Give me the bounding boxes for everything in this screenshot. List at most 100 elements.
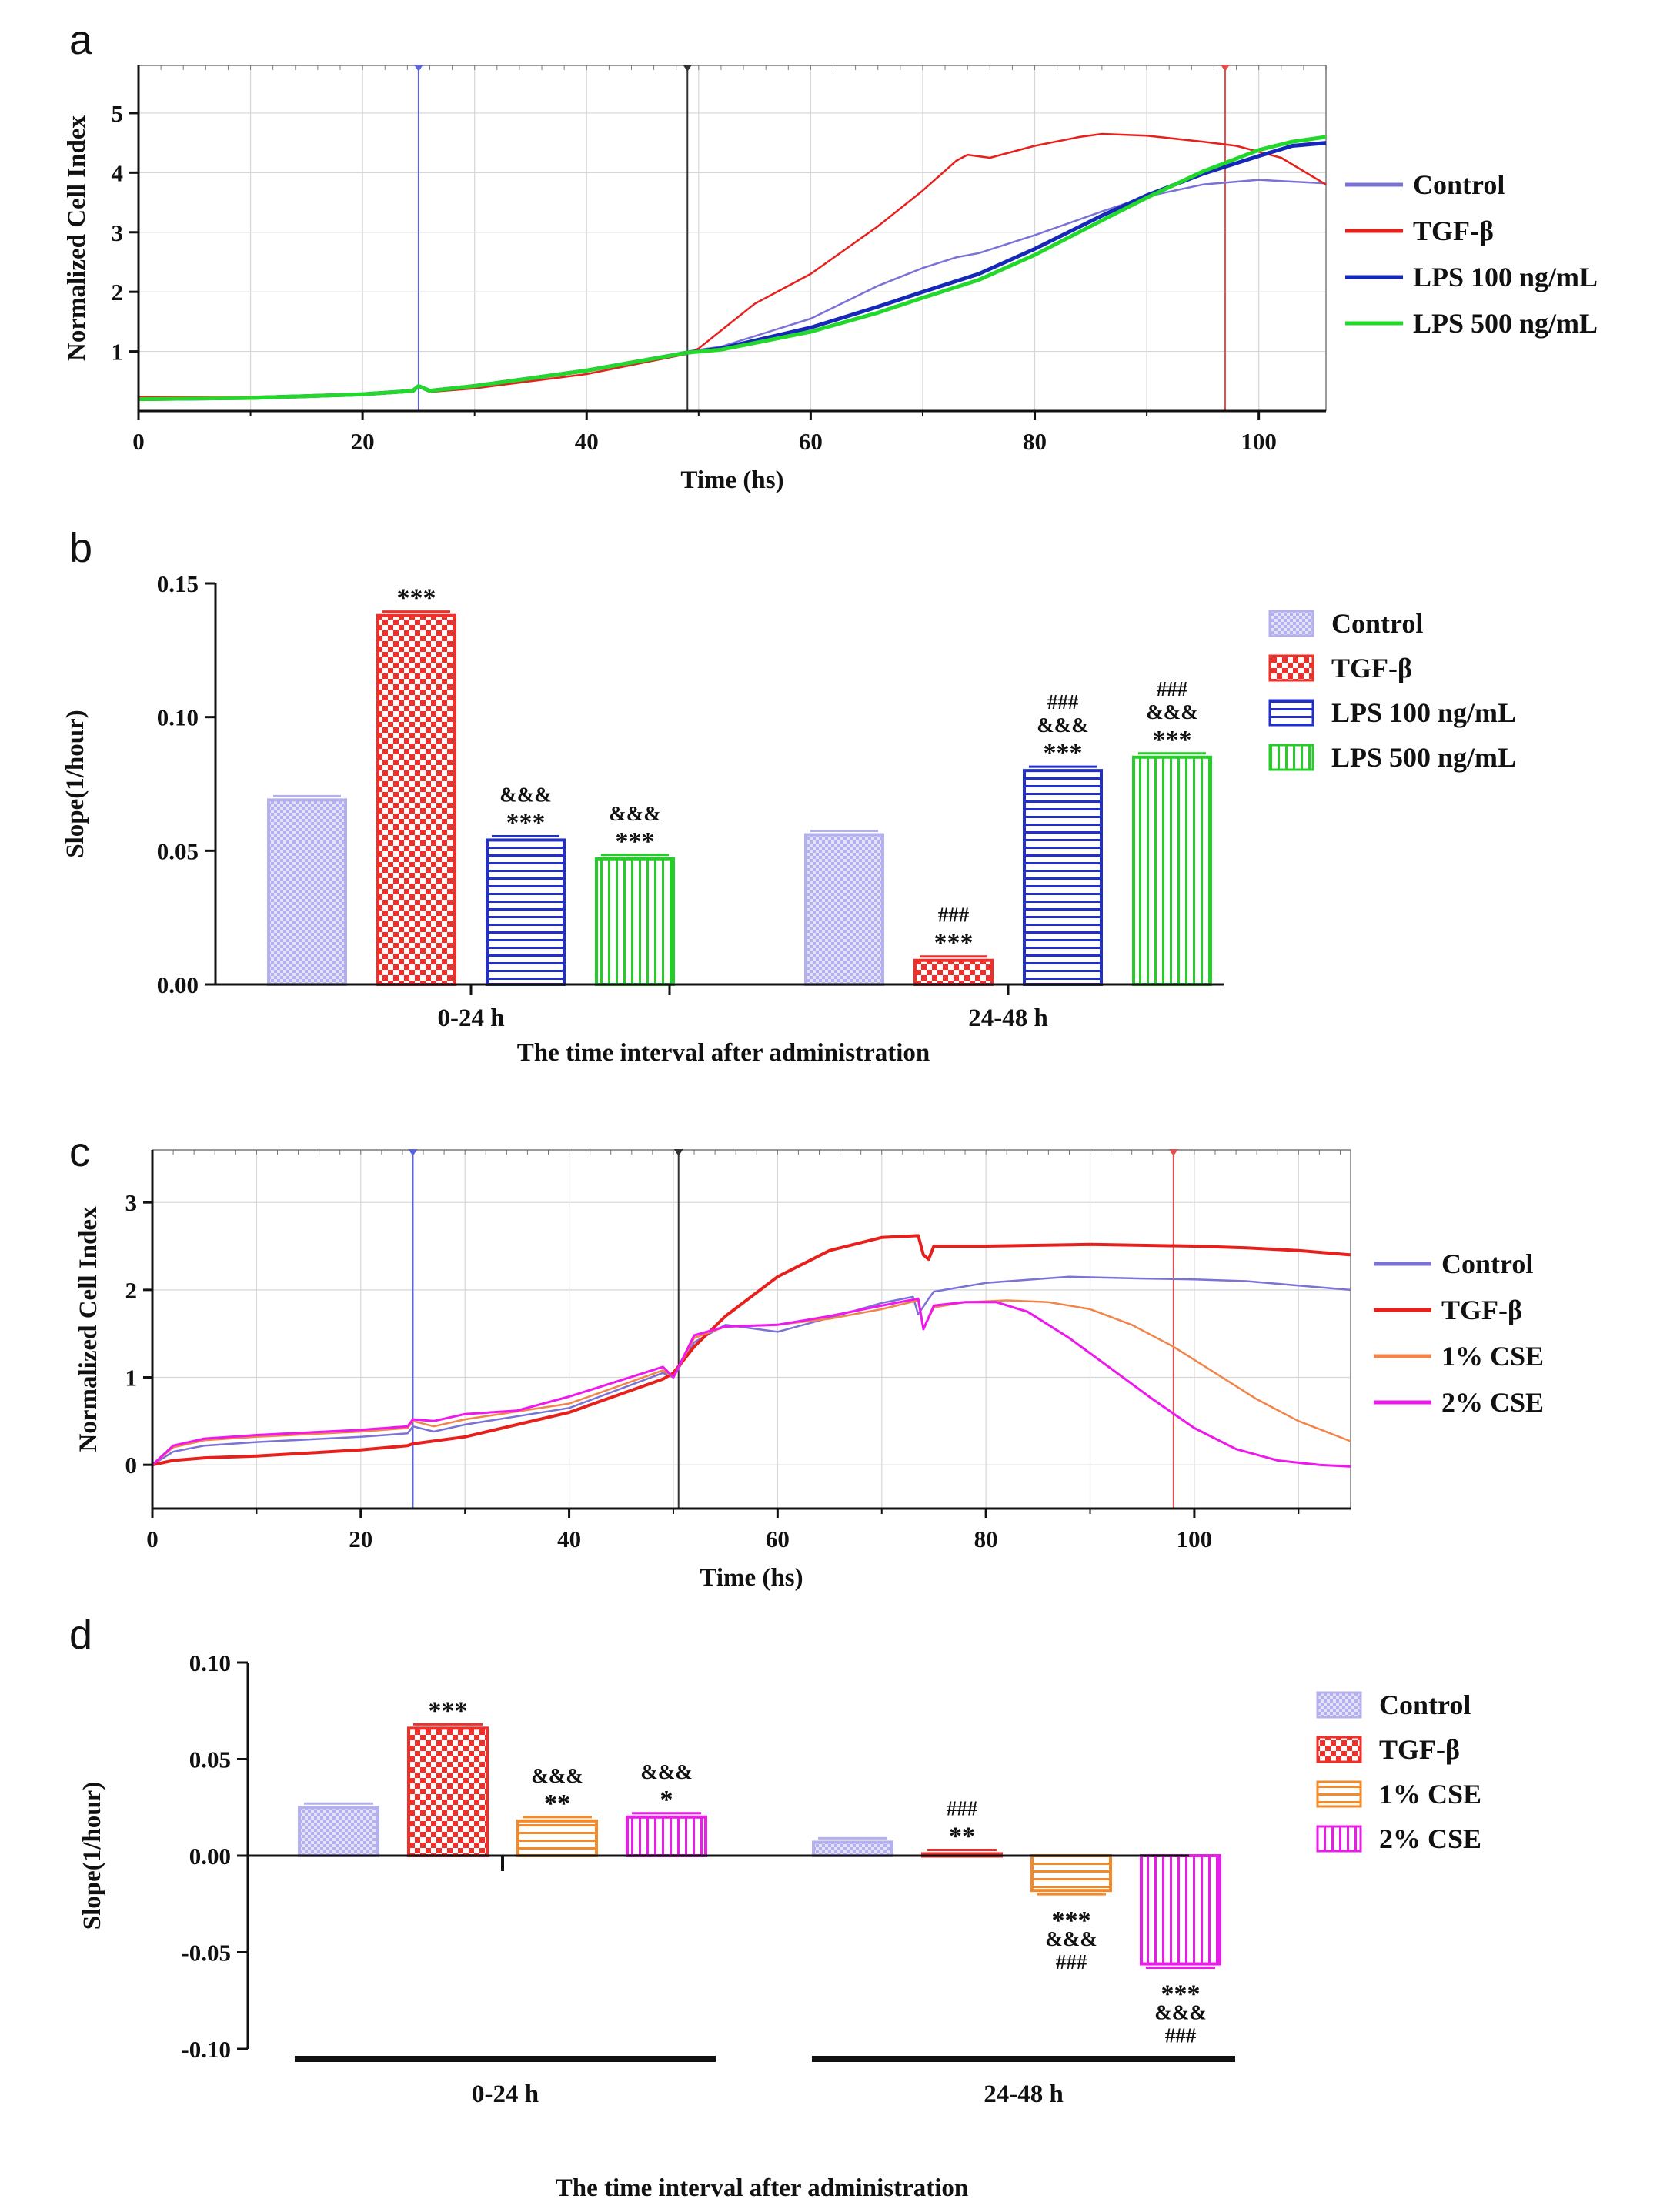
- legend-label: TGF-β: [1441, 1295, 1522, 1325]
- bar-control: [812, 1840, 893, 1857]
- legend-swatch: [1316, 1825, 1362, 1853]
- legend-label: 2% CSE: [1441, 1387, 1544, 1418]
- significance-mark: **: [544, 1790, 570, 1818]
- legend-label: TGF-β: [1413, 216, 1494, 246]
- time-marker-triangle: [413, 65, 423, 72]
- legend-swatch: [1268, 699, 1314, 727]
- bar-control: [267, 798, 347, 986]
- significance-mark: &&&: [640, 1760, 692, 1783]
- significance-mark: ###: [1047, 690, 1079, 713]
- y-tick-label: 4: [112, 159, 124, 186]
- series-line-tgf-: [152, 1234, 1351, 1467]
- y-axis-title: Normalized Cell Index: [75, 1206, 102, 1452]
- significance-mark: ***: [1161, 1980, 1201, 2009]
- x-category-label: 0-24 h: [472, 2080, 539, 2108]
- y-tick-label: 5: [112, 100, 124, 127]
- y-tick-label: 0.00: [157, 971, 199, 998]
- y-tick-label: 1: [125, 1365, 138, 1392]
- time-marker-triangle: [408, 1149, 418, 1156]
- panel-d: d-0.10-0.050.000.050.10*****&&&*&&&**###…: [69, 1612, 1481, 2202]
- legend-label: 1% CSE: [1379, 1779, 1481, 1810]
- bar-1-cse: [1030, 1854, 1112, 1893]
- significance-mark: **: [949, 1822, 975, 1850]
- x-tick-label: 0: [132, 428, 145, 455]
- significance-mark: &&&: [531, 1764, 583, 1787]
- legend-swatch: [1316, 1780, 1362, 1808]
- legend-swatch: [1268, 744, 1314, 771]
- y-tick-label: 0.05: [157, 837, 199, 864]
- y-tick-label: 2: [112, 279, 124, 306]
- bar-2-cse: [1140, 1854, 1221, 1966]
- legend-label: TGF-β: [1331, 653, 1412, 683]
- legend-swatch: [1268, 654, 1314, 682]
- y-tick-label: 3: [112, 219, 124, 246]
- plot-area: [139, 65, 1326, 411]
- x-axis-title: Time (hs): [680, 466, 783, 494]
- significance-mark: &&&: [609, 802, 660, 825]
- x-tick-label: 60: [766, 1526, 790, 1552]
- x-category-label: 24-48 h: [968, 1004, 1048, 1032]
- x-tick-label: 80: [974, 1526, 998, 1552]
- series-line-lps-500-ng-ml: [138, 135, 1327, 401]
- bar-lps-500-ng-ml: [1132, 755, 1212, 986]
- panel-a: a 0 20 40 60 80 100 1 2 3 4 5 Time (hs) Normalized Ce…: [63, 17, 1598, 494]
- significance-mark: ###: [938, 904, 970, 927]
- bar-lps-500-ng-ml: [595, 857, 675, 986]
- y-tick-label: 0: [125, 1452, 138, 1479]
- significance-mark: &&&: [1146, 700, 1197, 724]
- y-tick-label: 0.10: [157, 704, 199, 731]
- x-tick-label: 60: [799, 428, 823, 455]
- panel-letter-c: c: [69, 1129, 90, 1175]
- bar-control: [804, 833, 884, 986]
- panel-c: c 0 20 40 60 80 100 0 1 2 3 Time (hs) Normalized Cel…: [69, 1129, 1544, 1592]
- bar-lps-100-ng-ml: [1023, 769, 1103, 987]
- series-line-2-cse: [151, 1297, 1351, 1468]
- series-line-1-cse: [152, 1299, 1351, 1466]
- y-tick-label: 3: [125, 1189, 138, 1216]
- bar-2-cse: [626, 1815, 707, 1858]
- legend-label: 1% CSE: [1441, 1341, 1544, 1372]
- y-tick-label: -0.05: [181, 1940, 231, 1967]
- bar-control: [298, 1806, 379, 1857]
- legend-label: LPS 500 ng/mL: [1331, 742, 1516, 773]
- significance-mark: &&&: [1045, 1927, 1097, 1950]
- significance-mark: &&&: [1154, 2001, 1206, 2024]
- x-tick-label: 40: [557, 1526, 581, 1552]
- significance-mark: ***: [1052, 1907, 1091, 1935]
- significance-mark: ***: [506, 808, 546, 837]
- x-category-label: 24-48 h: [984, 2080, 1064, 2108]
- significance-mark: *: [660, 1786, 673, 1814]
- y-tick-label: 1: [112, 339, 124, 366]
- significance-mark: ###: [947, 1796, 978, 1820]
- time-marker-triangle: [673, 1149, 683, 1156]
- x-axis-title: Time (hs): [700, 1564, 803, 1592]
- legend-swatch: [1268, 610, 1314, 637]
- panel-letter-b: b: [69, 525, 92, 571]
- bar-tgf-: [407, 1726, 489, 1858]
- y-axis-title: Slope(1/hour): [78, 1782, 106, 1930]
- significance-mark: ###: [1056, 1950, 1087, 1973]
- legend-label: TGF-β: [1379, 1734, 1460, 1765]
- significance-mark: ***: [429, 1696, 468, 1725]
- time-marker-triangle: [1168, 1149, 1178, 1156]
- bar-lps-100-ng-ml: [486, 838, 566, 986]
- legend-label: Control: [1331, 608, 1423, 639]
- significance-mark: ###: [1157, 677, 1188, 700]
- x-tick-label: 20: [349, 1526, 372, 1552]
- panel-b: b0.000.050.100.15******&&&***&&&***###**…: [62, 525, 1516, 1067]
- x-axis-title: The time interval after administration: [517, 1039, 930, 1067]
- x-tick-label: 100: [1177, 1526, 1213, 1552]
- y-tick-label: 0.05: [189, 1746, 231, 1773]
- significance-mark: &&&: [1037, 713, 1088, 737]
- legend-label: Control: [1413, 169, 1505, 200]
- x-tick-label: 80: [1023, 428, 1047, 455]
- time-marker-triangle: [683, 65, 693, 72]
- significance-mark: &&&: [499, 783, 551, 806]
- bar-tgf-: [376, 613, 456, 986]
- significance-mark: ***: [934, 929, 974, 957]
- y-axis-title: Slope(1/hour): [62, 710, 89, 858]
- legend-label: Control: [1441, 1248, 1533, 1279]
- panel-letter-a: a: [69, 17, 93, 63]
- legend-label: LPS 500 ng/mL: [1413, 308, 1598, 339]
